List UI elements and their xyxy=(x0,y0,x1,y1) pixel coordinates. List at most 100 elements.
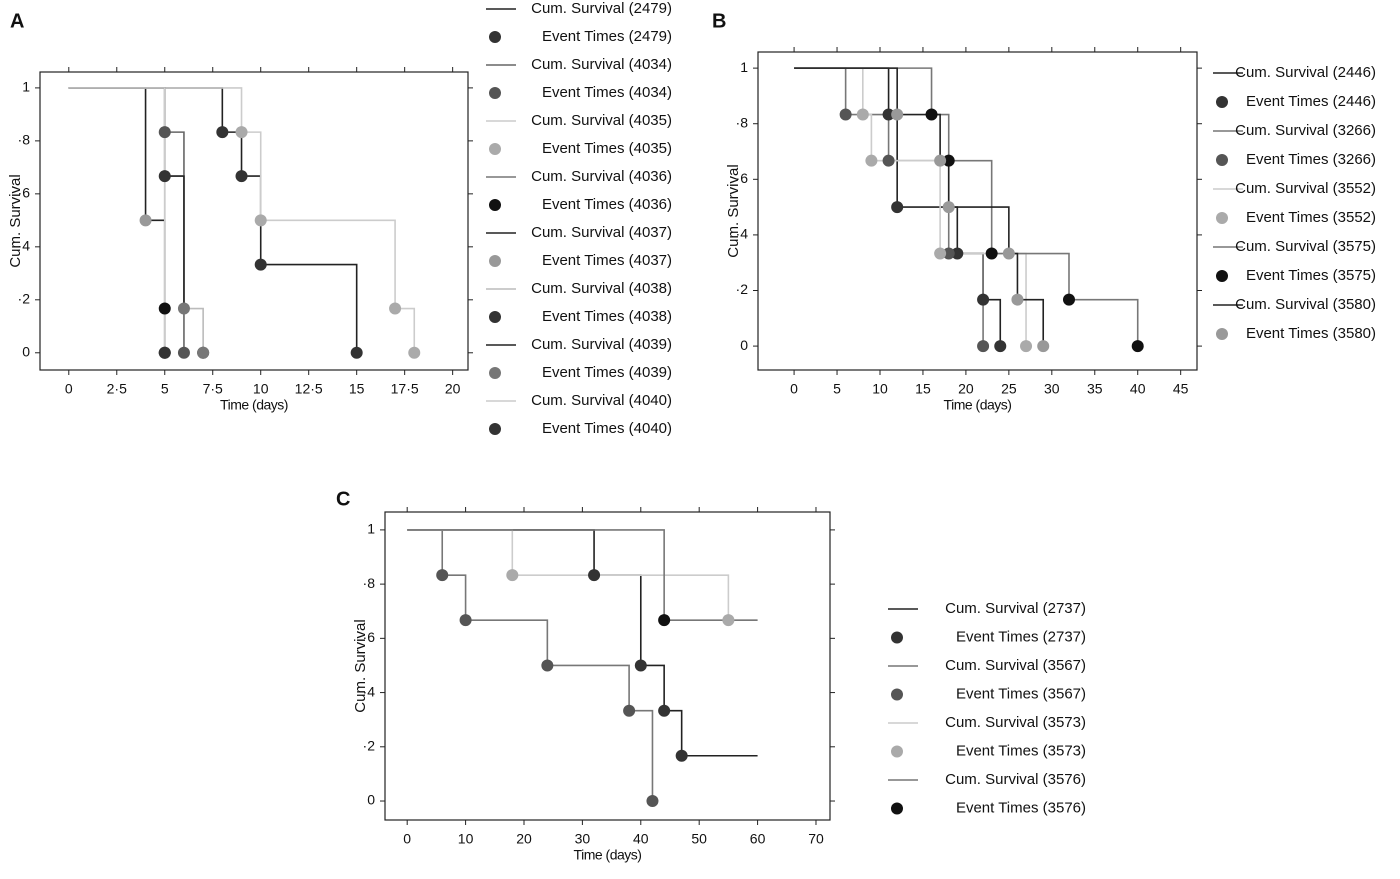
panel-label: C xyxy=(336,488,350,510)
legend-label: Cum. Survival (2479) xyxy=(531,0,672,17)
legend-label: Cum. Survival (4036) xyxy=(531,168,672,185)
x-tick-label: 17·5 xyxy=(391,381,419,397)
y-axis-label: Cum. Survival xyxy=(352,619,369,712)
y-tick-label: 1 xyxy=(740,59,748,75)
event-marker xyxy=(1020,340,1033,353)
legend-label: Event Times (2446) xyxy=(1246,93,1376,110)
event-marker xyxy=(588,569,601,582)
y-tick-label: ·2 xyxy=(18,291,31,307)
y-tick-label: 0 xyxy=(367,792,375,808)
x-tick-label: 40 xyxy=(1130,381,1146,397)
legend-marker xyxy=(891,802,903,815)
event-marker xyxy=(951,247,964,260)
event-marker xyxy=(1002,247,1015,260)
event-marker xyxy=(389,302,402,315)
legend-label: Event Times (3567) xyxy=(956,685,1086,702)
event-marker xyxy=(675,749,688,762)
y-tick-label: ·4 xyxy=(18,238,31,254)
y-tick-label: ·4 xyxy=(736,226,749,242)
event-marker xyxy=(977,340,990,353)
x-tick-label: 10 xyxy=(458,831,474,847)
legend-label: Event Times (4035) xyxy=(542,140,672,157)
event-marker xyxy=(254,214,267,227)
x-tick-label: 5 xyxy=(833,381,841,397)
legend-marker xyxy=(1216,96,1228,108)
legend-marker xyxy=(489,311,501,323)
event-marker xyxy=(882,108,895,121)
legend-marker xyxy=(891,631,903,644)
legend-marker xyxy=(1216,270,1228,282)
legend-marker xyxy=(1216,212,1228,224)
legend-marker xyxy=(489,199,501,211)
x-axis-label: Time (days) xyxy=(944,397,1012,413)
event-marker xyxy=(977,293,990,306)
y-tick-label: ·2 xyxy=(736,281,749,297)
legend-marker xyxy=(1216,328,1228,340)
legend-marker xyxy=(489,87,501,99)
event-marker xyxy=(459,614,472,627)
event-marker xyxy=(1131,340,1144,353)
y-tick-label: ·2 xyxy=(363,737,376,753)
survival-line xyxy=(407,529,758,621)
y-tick-label: ·8 xyxy=(18,132,31,148)
x-axis-label: Time (days) xyxy=(574,847,642,863)
y-tick-label: ·8 xyxy=(736,114,749,130)
x-tick-label: 60 xyxy=(750,831,766,847)
event-marker xyxy=(865,154,878,167)
event-marker xyxy=(408,346,421,359)
event-marker xyxy=(882,154,895,167)
x-tick-label: 5 xyxy=(161,381,169,397)
event-marker xyxy=(506,569,519,582)
legend-label: Event Times (4038) xyxy=(542,308,672,325)
x-tick-label: 15 xyxy=(349,381,365,397)
plot-frame xyxy=(39,71,469,371)
x-tick-label: 20 xyxy=(445,381,461,397)
event-marker xyxy=(158,302,171,315)
legend-marker xyxy=(1216,154,1228,166)
event-marker xyxy=(942,154,955,167)
legend-label: Event Times (4036) xyxy=(542,196,672,213)
event-marker xyxy=(623,704,636,717)
x-tick-label: 30 xyxy=(1044,381,1060,397)
legend-label: Cum. Survival (3573) xyxy=(945,714,1086,731)
x-tick-label: 70 xyxy=(808,831,824,847)
survival-line xyxy=(68,87,185,309)
event-marker xyxy=(158,170,171,183)
x-tick-label: 50 xyxy=(691,831,707,847)
event-marker xyxy=(934,154,947,167)
event-marker xyxy=(722,614,735,627)
legend-label: Cum. Survival (4040) xyxy=(531,392,672,409)
panel-label: A xyxy=(10,10,24,32)
legend-label: Event Times (4040) xyxy=(542,420,672,437)
event-marker xyxy=(891,201,904,214)
x-tick-label: 7·5 xyxy=(203,381,223,397)
event-marker xyxy=(839,108,852,121)
legend-label: Cum. Survival (3266) xyxy=(1235,122,1376,139)
event-marker xyxy=(139,214,152,227)
event-marker xyxy=(942,201,955,214)
y-axis-label: Cum. Survival xyxy=(725,164,742,257)
event-marker xyxy=(1037,340,1050,353)
legend-marker xyxy=(489,143,501,155)
panel-label: B xyxy=(712,10,726,32)
y-tick-label: 0 xyxy=(22,343,30,359)
x-tick-label: 20 xyxy=(516,831,532,847)
event-marker xyxy=(985,247,998,260)
y-tick-label: 1 xyxy=(367,521,375,537)
legend-label: Event Times (2737) xyxy=(956,628,1086,645)
event-marker xyxy=(541,659,554,672)
event-marker xyxy=(235,126,248,139)
x-tick-label: 10 xyxy=(872,381,888,397)
survival-line xyxy=(407,529,758,757)
event-marker xyxy=(216,126,229,139)
legend-label: Event Times (4037) xyxy=(542,252,672,269)
legend-label: Cum. Survival (3567) xyxy=(945,657,1086,674)
legend-label: Event Times (3266) xyxy=(1246,151,1376,168)
event-marker xyxy=(891,108,904,121)
legend-label: Cum. Survival (3552) xyxy=(1235,180,1376,197)
event-marker xyxy=(925,108,938,121)
event-marker xyxy=(177,302,190,315)
y-tick-label: 0 xyxy=(740,337,748,353)
legend-label: Cum. Survival (4034) xyxy=(531,56,672,73)
x-tick-label: 0 xyxy=(403,831,411,847)
